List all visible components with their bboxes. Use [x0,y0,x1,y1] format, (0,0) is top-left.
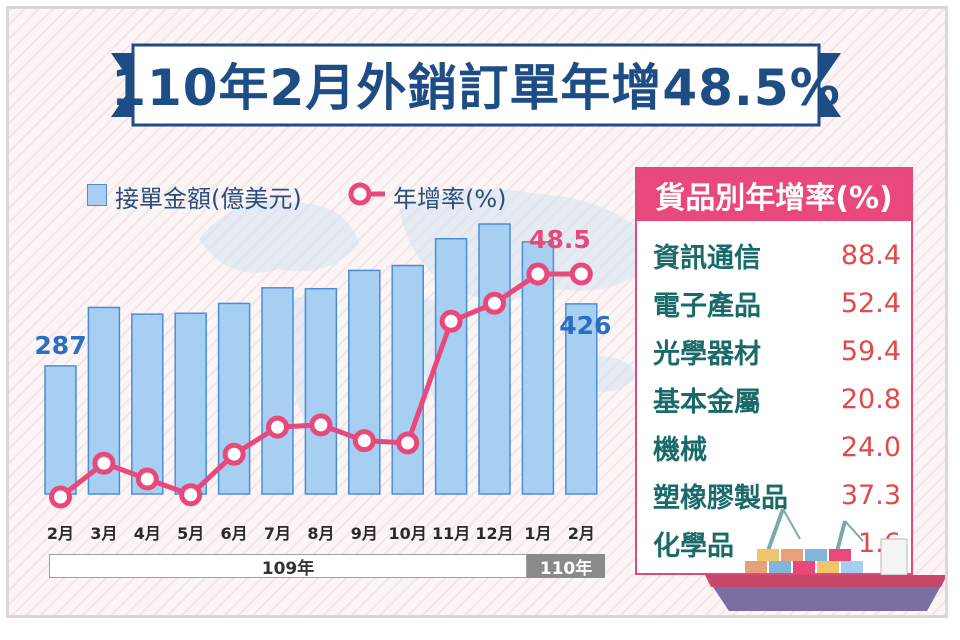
legend-bar-swatch [87,184,107,206]
growth-row-name: 基本金屬 [653,386,761,418]
bar-12 [521,241,555,495]
bar-10 [434,237,468,495]
growth-row-value: 88.4 [840,239,901,271]
legend-line-icon [348,182,385,206]
growth-row-name: 塑橡膠製品 [653,482,788,514]
chart-svg: 2月 3月 4月 5月 6月 7月 8月 9月 10月 11月 12月 1月 2月 287 426 48.5 [34,223,611,543]
growth-row-value: 24.0 [840,431,901,463]
growth-row-name: 光學器材 [653,338,761,370]
growth-row: 基本金屬 20.8 [653,377,901,421]
x-tick-label: 2月 [47,524,74,543]
growth-point-10 [439,309,463,333]
growth-point-12 [526,262,550,286]
bar-13 [565,303,598,495]
growth-row-value: 59.4 [840,335,901,367]
growth-row-name: 化學品 [653,530,734,562]
legend-bar-label: 接單金額(億美元) [115,185,302,213]
growth-point-8 [352,429,376,453]
growth-row-name: 電子產品 [653,290,761,322]
growth-row-value: 37.3 [840,479,901,511]
growth-point-7 [309,413,333,437]
x-tick-label: 12月 [475,524,513,543]
year-label-109: 109年 [49,554,527,579]
chart-title: 110年2月外銷訂單年增48.5% [111,59,841,117]
growth-row: 塑橡膠製品 37.3 [653,473,901,517]
x-tick-label: 3月 [90,524,117,543]
x-tick-label: 5月 [177,524,204,543]
title-banner [111,43,841,127]
growth-points [49,262,593,509]
cargo-ship-illustration [705,508,945,611]
bar-6 [261,287,294,495]
x-tick-label: 7月 [264,524,291,543]
x-tick-label: 1月 [524,524,551,543]
year-band: 109年 110年 [49,554,605,580]
growth-point-4 [179,483,203,507]
growth-point-6 [266,415,289,439]
bar-8 [348,269,381,495]
x-tick-label: 2月 [568,524,595,543]
data-label-last-bar: 426 [559,311,611,340]
x-tick-label: 9月 [351,524,378,543]
x-tick-labels: 2月 3月 4月 5月 6月 7月 8月 9月 10月 11月 12月 1月 2月 [47,524,595,543]
infographic-frame: 110年2月外銷訂單年增48.5% 接單金額(億美元) 年增率(%) 2月 3月 4… [6,6,948,618]
legend-line-label: 年增率(%) [393,185,507,213]
x-tick-label: 8月 [307,524,334,543]
data-label-last-point: 48.5 [529,225,591,254]
x-tick-label: 6月 [221,524,248,543]
x-tick-label: 4月 [134,524,161,543]
bar-7 [304,287,338,495]
bar-3 [131,313,164,495]
x-tick-label: 10月 [389,524,427,543]
growth-point-3 [135,467,159,491]
growth-point-1 [49,485,72,509]
bar-11 [478,223,511,495]
data-label-first-bar: 287 [34,331,86,360]
growth-row-value: 20.8 [840,383,901,415]
year-label-110: 110年 [527,554,605,579]
growth-row-value: 52.4 [840,287,901,319]
category-growth-panel: 貨品別年增率(%) 資訊通信 88.4 電子產品 52.4 光學器材 59.4 … [635,167,913,575]
growth-point-5 [222,442,246,466]
data-labels: 287 426 48.5 [34,225,611,360]
bar-1 [44,365,77,495]
growth-row: 化學品 1.6 [653,521,901,565]
growth-point-2 [92,451,116,475]
growth-point-11 [483,291,506,315]
growth-point-13 [569,262,593,286]
growth-panel-title: 貨品別年增率(%) [637,169,911,221]
growth-row-name: 資訊通信 [653,242,761,274]
growth-point-9 [396,431,420,455]
growth-row: 電子產品 52.4 [653,281,901,325]
bar-series [44,223,598,495]
growth-row: 資訊通信 88.4 [653,233,901,277]
growth-row-name: 機械 [653,434,707,466]
growth-row: 機械 24.0 [653,425,901,469]
bar-9 [391,264,424,495]
growth-row: 光學器材 59.4 [653,329,901,373]
bar-4 [174,312,207,495]
x-tick-label: 11月 [432,524,470,543]
